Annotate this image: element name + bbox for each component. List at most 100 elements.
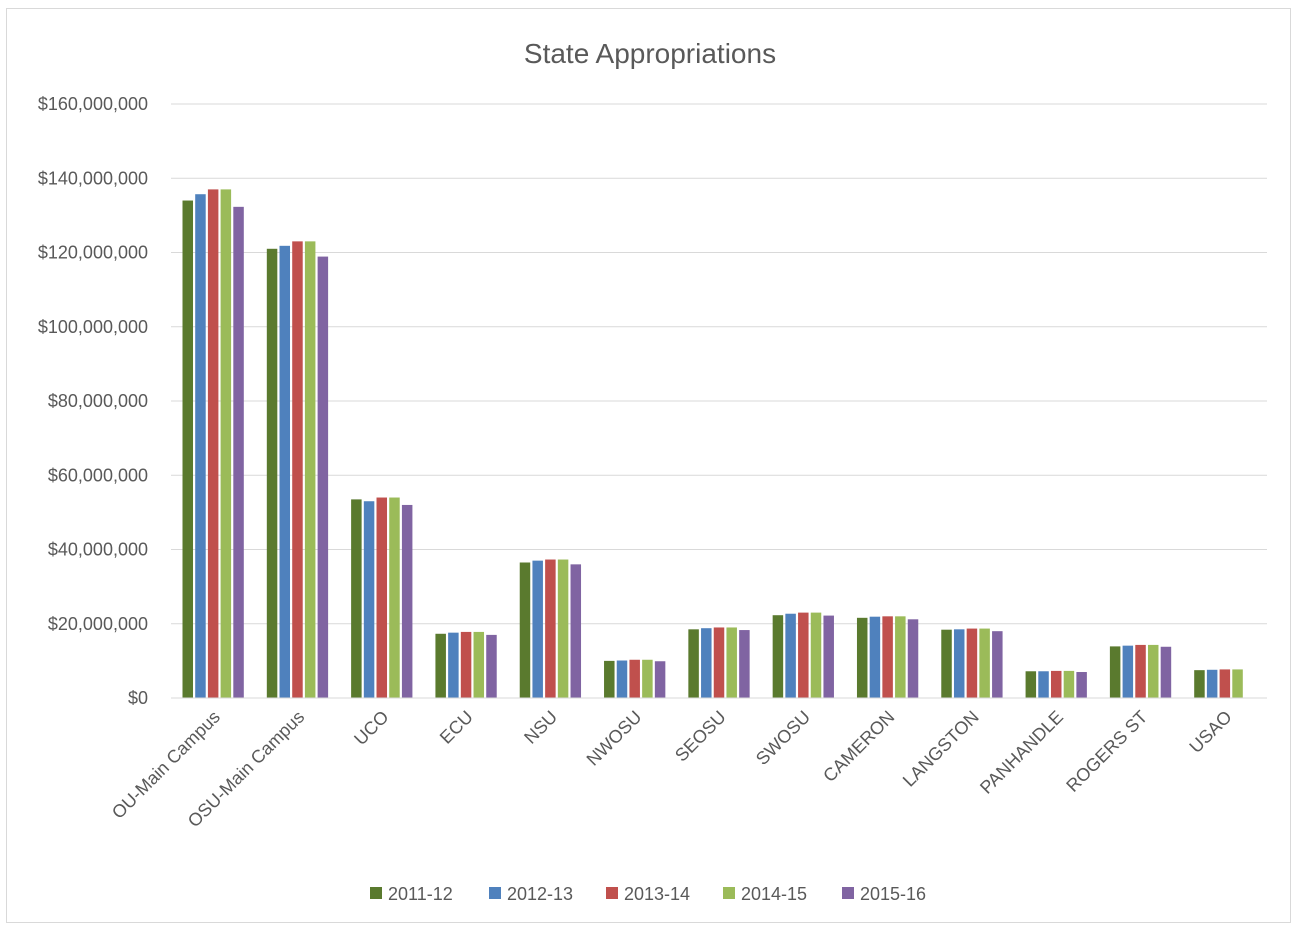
bar [895, 616, 906, 698]
bar [317, 256, 329, 698]
bar [953, 629, 965, 698]
bar [642, 659, 653, 698]
x-tick-label: ROGERS ST [1062, 707, 1151, 796]
bar [604, 660, 615, 698]
bar [616, 660, 628, 698]
legend-swatch [489, 887, 501, 899]
legend-label: 2015-16 [860, 884, 926, 904]
bar [1160, 646, 1172, 698]
bar [557, 559, 569, 698]
bar [1025, 671, 1037, 698]
bar [1219, 669, 1231, 698]
chart-area [6, 8, 1291, 923]
x-tick-label: ECU [436, 707, 477, 748]
bar [519, 562, 531, 698]
bar [629, 659, 640, 698]
legend-swatch [723, 887, 735, 899]
bar [545, 559, 556, 698]
bar [798, 612, 809, 698]
bar [1135, 644, 1146, 698]
bar [856, 617, 868, 698]
y-tick-label: $0 [128, 688, 148, 708]
bar [351, 499, 362, 698]
bar [304, 241, 316, 699]
bar [713, 627, 725, 698]
legend-label: 2011-12 [388, 884, 453, 904]
x-tick-label: NSU [520, 707, 561, 748]
bar [739, 630, 750, 698]
x-tick-label: LANGSTON [899, 707, 983, 791]
bar [726, 627, 737, 698]
x-tick-label: PANHANDLE [976, 707, 1067, 798]
bar [1109, 646, 1121, 698]
bar [1194, 670, 1205, 698]
bar [1038, 671, 1049, 698]
bar [1122, 645, 1134, 698]
bar [389, 497, 400, 698]
bar [292, 241, 303, 699]
y-tick-label: $120,000,000 [38, 243, 148, 263]
bar [1206, 669, 1218, 698]
legend-label: 2014-15 [741, 884, 807, 904]
bar [1232, 669, 1243, 698]
legend-swatch [606, 887, 618, 899]
y-tick-label: $140,000,000 [38, 168, 148, 188]
y-tick-label: $40,000,000 [48, 540, 148, 560]
bar [966, 628, 978, 698]
x-tick-label: UCO [350, 707, 392, 749]
bar [473, 631, 485, 698]
y-tick-label: $160,000,000 [38, 94, 148, 114]
bar [869, 616, 881, 698]
y-tick-label: $60,000,000 [48, 465, 148, 485]
chart-title: State Appropriations [524, 38, 776, 69]
legend-label: 2012-13 [507, 884, 573, 904]
y-axis-ticks: $0 $20,000,000 $40,000,000 $60,000,000 $80,0… [38, 94, 148, 708]
y-tick-label: $20,000,000 [48, 614, 148, 634]
bar [701, 628, 712, 698]
legend-swatch [370, 887, 382, 899]
bar [1050, 670, 1062, 698]
legend-swatch [842, 887, 854, 899]
bar [376, 497, 388, 698]
bar [992, 631, 1003, 698]
bar [460, 631, 472, 698]
bar [785, 613, 796, 698]
bar [266, 248, 278, 698]
bar [907, 619, 919, 698]
bar [448, 632, 459, 698]
y-tick-label: $80,000,000 [48, 391, 148, 411]
bar [233, 206, 244, 698]
bar [1076, 672, 1087, 698]
bar [195, 194, 206, 698]
bar [220, 189, 232, 698]
bar [772, 615, 784, 698]
bar [1147, 644, 1159, 698]
bar [486, 634, 497, 698]
bar [279, 245, 291, 698]
legend-label: 2013-14 [624, 884, 690, 904]
bar [435, 633, 446, 698]
bar [363, 501, 375, 698]
bar [688, 629, 699, 698]
bar [979, 628, 990, 698]
x-tick-label: USAO [1185, 707, 1235, 757]
bar [1063, 670, 1075, 698]
gridlines [171, 103, 1267, 625]
legend: 2011-12 2012-13 2013-14 2014-15 2015-16 [370, 884, 926, 904]
bars [182, 189, 1243, 699]
bar [570, 564, 582, 698]
x-tick-label: SEOSU [671, 707, 730, 766]
bar [207, 189, 219, 698]
bar [941, 629, 952, 698]
y-tick-label: $100,000,000 [38, 317, 148, 337]
bar [401, 504, 413, 698]
bar [810, 612, 822, 698]
x-tick-label: NWOSU [583, 707, 646, 770]
bar [532, 560, 543, 698]
x-tick-label: SWOSU [752, 707, 814, 769]
x-tick-label: CAMERON [819, 707, 898, 786]
bar [182, 200, 194, 698]
bar [654, 661, 666, 698]
